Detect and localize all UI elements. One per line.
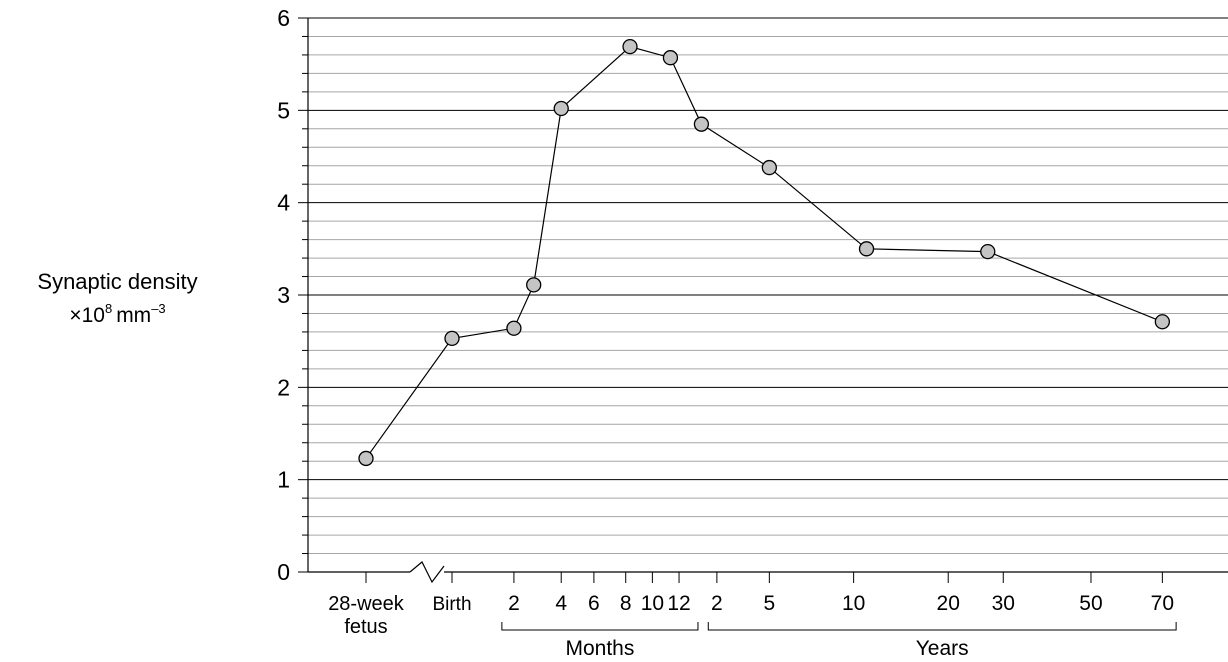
group-bracket — [501, 622, 699, 631]
y-tick-label: 5 — [277, 97, 290, 123]
minor-gridlines — [308, 35, 1228, 555]
data-point — [662, 50, 679, 66]
series-polyline — [365, 45, 1163, 459]
y-tick-label: 4 — [277, 190, 290, 216]
data-point — [526, 277, 542, 293]
x-tick-label: 30 — [992, 592, 1015, 615]
data-point — [358, 450, 374, 467]
group-bracket — [707, 622, 1177, 631]
series-line — [358, 38, 1171, 467]
data-point — [444, 330, 460, 347]
y-tick-labels: 0 1 2 3 4 5 6 — [277, 5, 290, 585]
x-tick-label: 10 — [641, 592, 664, 615]
y-axis-label: Synaptic density ×108 mm–3 — [0, 268, 235, 329]
y-axis-label-line2: ×108 mm–3 — [69, 301, 166, 327]
x-tick-label: 8 — [620, 592, 632, 615]
x-tick-label: 6 — [588, 592, 600, 615]
y-tick-label: 2 — [277, 374, 290, 400]
major-gridlines — [308, 17, 1228, 481]
y-tick-label: 0 — [277, 559, 290, 585]
y-tick-label: 1 — [277, 467, 290, 493]
y-tick-label: 6 — [277, 5, 290, 31]
x-tick-label: 10 — [842, 592, 865, 615]
x-tick-label: Birth — [432, 594, 471, 615]
x-tick-label: 28-week — [328, 593, 405, 615]
x-tick-label: 20 — [937, 592, 960, 615]
x-tick-label: 4 — [555, 592, 567, 615]
x-tick-label: 2 — [711, 592, 723, 615]
data-point — [553, 100, 569, 117]
x-group-brackets: Months Years — [501, 622, 1177, 660]
data-point — [693, 116, 710, 132]
y-tick-label: 3 — [277, 282, 290, 308]
group-label: Years — [916, 637, 969, 660]
data-point — [858, 241, 875, 257]
x-tick-label: 2 — [508, 592, 520, 615]
data-point — [622, 38, 638, 55]
x-tick-label: 70 — [1151, 592, 1174, 615]
group-label: Months — [565, 637, 634, 660]
x-axis-break — [409, 561, 445, 584]
x-tick-label: 50 — [1079, 592, 1102, 615]
data-point — [761, 159, 777, 176]
data-point — [980, 243, 996, 260]
data-point — [1154, 314, 1171, 330]
axes — [298, 17, 1228, 584]
data-point — [506, 320, 522, 336]
y-axis-label-line1: Synaptic density — [37, 269, 198, 294]
x-tick-label: 12 — [667, 592, 690, 615]
x-tick-label: 5 — [763, 592, 775, 615]
x-tick-label-line2: fetus — [344, 616, 387, 638]
